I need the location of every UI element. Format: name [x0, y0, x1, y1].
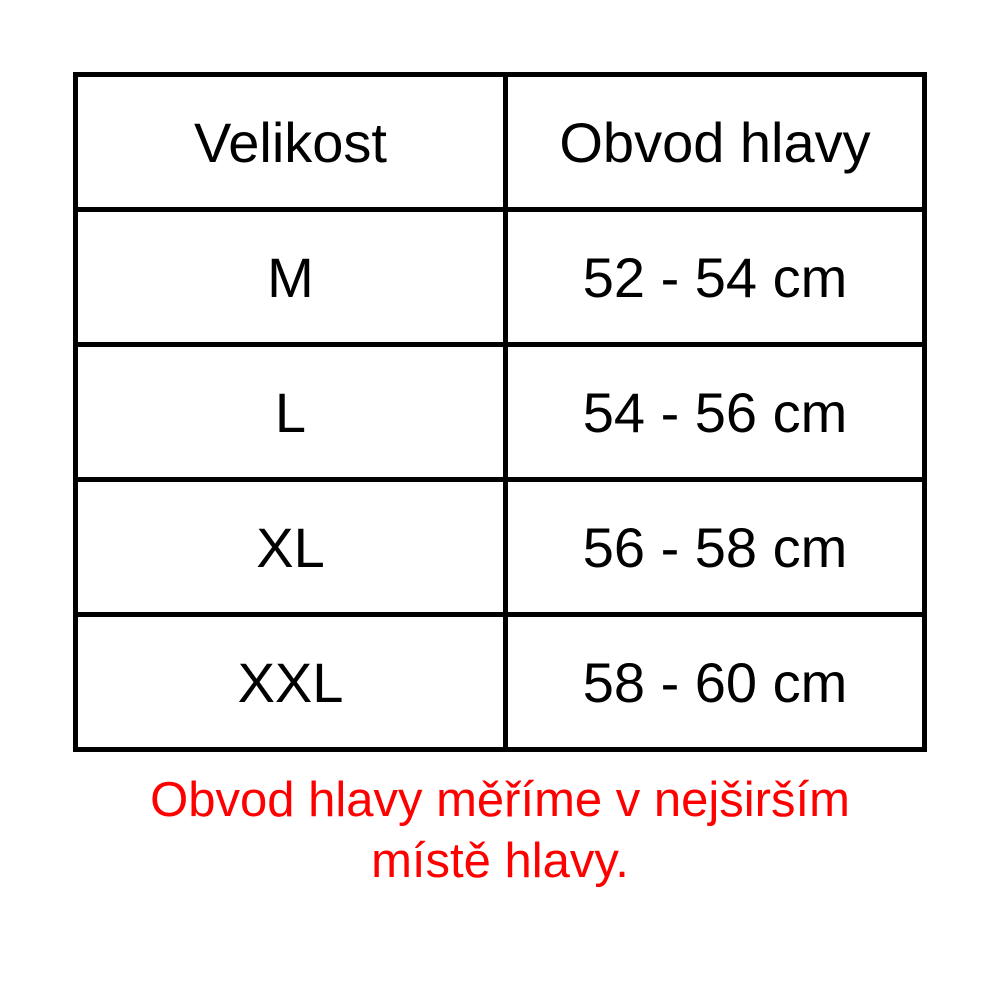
circumference-cell: 56 - 58 cm — [503, 477, 927, 617]
size-cell: L — [73, 342, 508, 482]
size-cell: M — [73, 207, 508, 347]
size-table: Velikost Obvod hlavy M 52 - 54 cm L 54 - 5… — [73, 72, 927, 752]
circumference-cell: 52 - 54 cm — [503, 207, 927, 347]
table-row: XL 56 - 58 cm — [73, 477, 927, 617]
measurement-note: Obvod hlavy měříme v nejširším místě hla… — [0, 770, 1000, 892]
note-line-2: místě hlavy. — [371, 834, 629, 888]
table-row: XXL 58 - 60 cm — [73, 612, 927, 752]
circumference-cell: 58 - 60 cm — [503, 612, 927, 752]
table-row: M 52 - 54 cm — [73, 207, 927, 347]
header-size: Velikost — [73, 72, 508, 212]
table-row: L 54 - 56 cm — [73, 342, 927, 482]
size-cell: XL — [73, 477, 508, 617]
note-line-1: Obvod hlavy měříme v nejširším — [150, 773, 850, 827]
circumference-cell: 54 - 56 cm — [503, 342, 927, 482]
size-cell: XXL — [73, 612, 508, 752]
header-row: Velikost Obvod hlavy — [73, 72, 927, 212]
header-head-circumference: Obvod hlavy — [503, 72, 927, 212]
